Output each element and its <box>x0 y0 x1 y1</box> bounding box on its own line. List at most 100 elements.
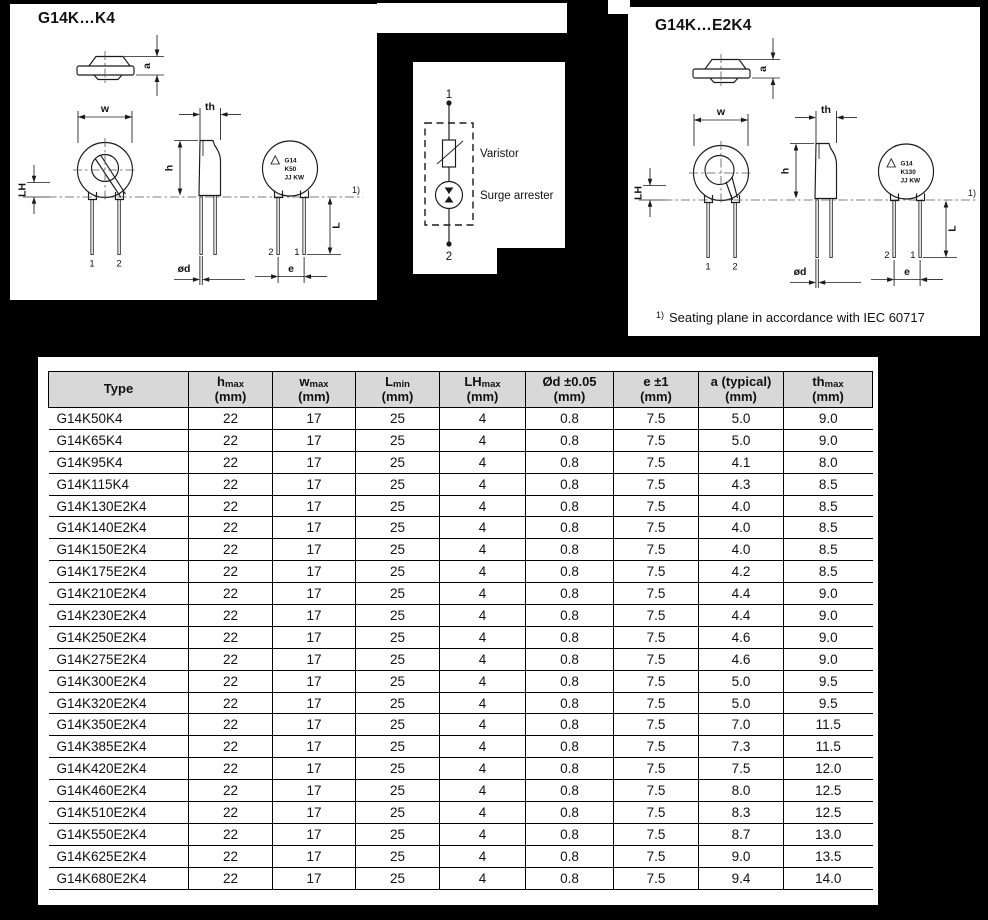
marked-view: G14 K50 JJ KW 2 1 L <box>255 140 343 283</box>
cell-value: 7.5 <box>613 648 699 671</box>
cell-type: G14K680E2K4 <box>48 867 189 890</box>
terminal-2-label: 2 <box>446 251 452 263</box>
cell-type: G14K115K4 <box>48 473 189 496</box>
cell-value: 5.0 <box>698 429 784 452</box>
cell-value: 17 <box>272 735 356 759</box>
cell-value: 0.8 <box>525 451 614 474</box>
cell-value: 0.8 <box>525 845 614 868</box>
dim-label-a: a <box>757 66 769 72</box>
cell-value: 4.0 <box>698 516 784 540</box>
seating-ref-label: 1) <box>352 185 360 195</box>
cell-value: 7.5 <box>613 582 699 606</box>
cell-value: 25 <box>355 538 440 562</box>
page-background-strip <box>608 0 630 14</box>
cell-value: 4 <box>439 538 526 562</box>
table-row: G14K210E2K4 22 17 25 4 0.8 7.5 4.4 9.0 <box>48 582 873 606</box>
cell-value: 11.5 <box>783 735 873 759</box>
cell-value: 12.5 <box>783 779 873 803</box>
column-header: hmax (mm) <box>188 371 273 408</box>
dim-label-e: e <box>904 266 910 278</box>
surge-arrester-label: Surge arrester <box>480 190 554 202</box>
cell-value: 4 <box>439 495 526 518</box>
cell-value: 9.0 <box>783 582 873 606</box>
cell-value: 17 <box>272 867 356 890</box>
disc-marking-line1: G14 <box>285 158 298 165</box>
cell-value: 22 <box>188 495 273 518</box>
surge-arrester-symbol-icon <box>434 180 464 210</box>
table-row: G14K150E2K4 22 17 25 4 0.8 7.5 4.0 8.5 <box>48 538 873 562</box>
cell-value: 7.3 <box>698 735 784 759</box>
cell-value: 7.5 <box>698 757 784 781</box>
cell-value: 4 <box>439 560 526 584</box>
cell-value: 4 <box>439 670 526 693</box>
pin-2-label: 2 <box>268 247 273 258</box>
cell-value: 17 <box>272 604 356 627</box>
cell-value: 7.5 <box>613 538 699 562</box>
pin-1-label: 1 <box>705 262 710 273</box>
cell-value: 0.8 <box>525 560 614 584</box>
cell-type: G14K140E2K4 <box>48 516 189 540</box>
cell-value: 4 <box>439 582 526 606</box>
side-view: th h ød <box>780 104 861 288</box>
cell-value: 22 <box>188 845 273 868</box>
cell-value: 7.5 <box>613 516 699 540</box>
dim-label-l: L <box>331 222 343 229</box>
cell-type: G14K385E2K4 <box>48 735 189 759</box>
cell-value: 0.8 <box>525 495 614 518</box>
cell-value: 4.6 <box>698 626 784 649</box>
cell-type: G14K130E2K4 <box>48 495 189 518</box>
cell-value: 4.4 <box>698 604 784 627</box>
cell-value: 17 <box>272 757 356 781</box>
cell-value: 17 <box>272 538 356 562</box>
cell-value: 7.5 <box>613 823 699 846</box>
footnote-ref: 1) <box>656 310 665 320</box>
cell-value: 8.5 <box>783 538 873 562</box>
cell-type: G14K230E2K4 <box>48 604 189 627</box>
cell-value: 9.4 <box>698 867 784 890</box>
disc-marking-line3: JJ KW <box>901 178 921 185</box>
cell-value: 7.5 <box>613 473 699 496</box>
cell-value: 25 <box>355 713 440 737</box>
cell-value: 0.8 <box>525 538 614 562</box>
cell-value: 8.3 <box>698 801 784 824</box>
cell-value: 7.5 <box>613 670 699 693</box>
cell-value: 22 <box>188 757 273 781</box>
cell-value: 22 <box>188 779 273 803</box>
cell-value: 7.5 <box>613 626 699 649</box>
table-row: G14K510E2K4 22 17 25 4 0.8 7.5 8.3 12.5 <box>48 801 873 824</box>
varistor-label: Varistor <box>480 148 519 160</box>
cell-value: 25 <box>355 845 440 868</box>
table-row: G14K460E2K4 22 17 25 4 0.8 7.5 8.0 12.5 <box>48 779 873 803</box>
cell-value: 8.5 <box>783 473 873 496</box>
cell-type: G14K250E2K4 <box>48 626 189 649</box>
cell-type: G14K300E2K4 <box>48 670 189 693</box>
cell-value: 0.8 <box>525 473 614 496</box>
epcos-logo-icon <box>270 154 281 165</box>
cell-value: 22 <box>188 823 273 846</box>
column-header: e ±1 (mm) <box>613 371 699 408</box>
table-row: G14K275E2K4 22 17 25 4 0.8 7.5 4.6 9.0 <box>48 648 873 671</box>
cell-value: 4 <box>439 407 526 430</box>
pin-2-label: 2 <box>732 262 737 273</box>
cell-value: 9.0 <box>698 845 784 868</box>
table-row: G14K130E2K4 22 17 25 4 0.8 7.5 4.0 8.5 <box>48 495 873 518</box>
cell-type: G14K210E2K4 <box>48 582 189 606</box>
cell-value: 25 <box>355 757 440 781</box>
cell-value: 9.0 <box>783 648 873 671</box>
cell-value: 4 <box>439 626 526 649</box>
column-header: Type <box>48 371 189 408</box>
right-panel-title: G14K…E2K4 <box>655 17 752 34</box>
column-header: Lmin (mm) <box>355 371 440 408</box>
cell-value: 25 <box>355 582 440 606</box>
cell-value: 4 <box>439 801 526 824</box>
cell-value: 17 <box>272 670 356 693</box>
cell-type: G14K460E2K4 <box>48 779 189 803</box>
cell-value: 7.5 <box>613 735 699 759</box>
cell-value: 0.8 <box>525 648 614 671</box>
cell-type: G14K625E2K4 <box>48 845 189 868</box>
cell-value: 8.0 <box>783 451 873 474</box>
left-panel-title: G14K…K4 <box>38 10 116 27</box>
column-header: thmax (mm) <box>783 371 873 408</box>
cell-value: 25 <box>355 495 440 518</box>
cell-type: G14K95K4 <box>48 451 189 474</box>
